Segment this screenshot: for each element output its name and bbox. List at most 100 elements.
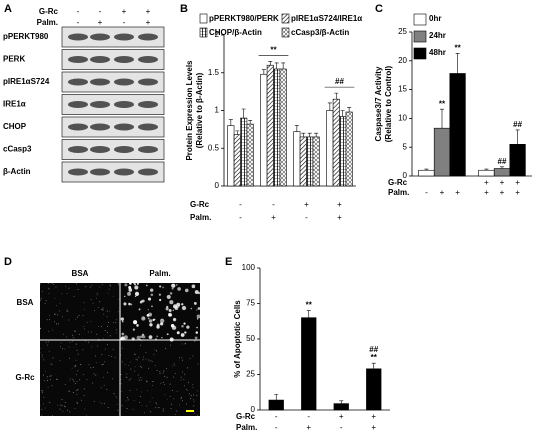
cell: [125, 400, 127, 402]
error-bar: [274, 62, 279, 69]
cell: [102, 308, 104, 310]
cell: [162, 410, 164, 412]
y-tick-label: 20: [398, 56, 407, 65]
cell: [134, 291, 140, 296]
cell: [39, 328, 41, 330]
cell: [174, 413, 176, 415]
bar: [306, 136, 314, 187]
cell: [160, 382, 162, 384]
cell: [63, 405, 65, 407]
cell: [79, 379, 81, 381]
cell: [76, 349, 78, 351]
bar: [449, 73, 466, 177]
condition-sign: -: [123, 18, 126, 27]
cell: [151, 305, 153, 308]
scale-bar: [186, 410, 194, 412]
cell: [62, 410, 64, 412]
cell: [135, 358, 137, 360]
cell: [100, 326, 102, 328]
cell: [182, 359, 184, 361]
error-bar: [228, 119, 233, 126]
panel-letter: A: [4, 3, 12, 15]
cell: [47, 344, 49, 346]
cell: [190, 395, 192, 397]
cell: [96, 297, 98, 299]
cell: [196, 314, 201, 319]
cell: [145, 405, 147, 407]
cell: [166, 367, 168, 369]
cell: [125, 376, 127, 378]
cell: [59, 303, 61, 305]
cell: [171, 287, 174, 290]
cell: [84, 340, 86, 342]
cell: [170, 344, 172, 346]
cell: [193, 341, 195, 343]
cell: [184, 385, 186, 387]
cell: [111, 355, 113, 357]
cell: [121, 347, 123, 349]
cell: [190, 307, 193, 310]
cell: [103, 337, 105, 339]
bar: [273, 68, 281, 187]
condition-sign: +: [337, 200, 342, 209]
cell: [45, 370, 47, 372]
blot-band: [138, 146, 158, 153]
cell: [42, 403, 44, 405]
cell: [101, 354, 103, 356]
cell: [133, 320, 138, 325]
condition-label: G-Rc: [236, 412, 256, 421]
cell: [74, 330, 76, 332]
cell: [149, 323, 153, 327]
cell: [190, 398, 192, 400]
cell: [150, 360, 152, 362]
cell: [99, 401, 101, 403]
cell: [54, 321, 56, 323]
cell: [75, 343, 77, 345]
cell: [195, 331, 198, 334]
cell: [121, 361, 123, 363]
cell: [108, 354, 110, 356]
cell: [166, 294, 171, 299]
cell: [104, 361, 106, 363]
cell: [76, 389, 78, 391]
cell: [159, 373, 161, 375]
cell: [181, 324, 184, 328]
cell: [133, 282, 136, 285]
cell: [71, 340, 73, 342]
cell: [112, 322, 114, 324]
cell: [73, 379, 75, 381]
cell: [69, 378, 71, 380]
cell: [162, 286, 164, 289]
cell: [48, 314, 50, 316]
cell: [157, 407, 159, 409]
cell: [50, 375, 52, 377]
cell: [172, 304, 178, 309]
cell: [84, 408, 86, 410]
legend-label: 48hr: [429, 48, 446, 57]
cell: [69, 379, 71, 381]
cell: [90, 367, 92, 369]
cell: [74, 318, 76, 320]
cell: [45, 341, 47, 343]
cell: [91, 284, 93, 286]
cell: [62, 348, 64, 350]
cell: [192, 384, 194, 386]
cell: [160, 318, 165, 323]
condition-sign: +: [271, 213, 276, 222]
bar: [279, 68, 287, 187]
cell: [48, 331, 50, 333]
cell: [47, 282, 49, 284]
cell: [193, 301, 197, 305]
cell: [129, 282, 132, 285]
cell: [61, 316, 63, 318]
cell: [88, 364, 90, 366]
cell: [80, 399, 82, 401]
cell: [109, 310, 111, 312]
y-tick-label: 25: [246, 370, 255, 379]
cell: [115, 329, 117, 331]
condition-sign: -: [239, 213, 242, 222]
cell: [41, 297, 43, 299]
cell: [74, 365, 76, 367]
blot-strip: [61, 26, 165, 48]
cell: [92, 366, 94, 368]
